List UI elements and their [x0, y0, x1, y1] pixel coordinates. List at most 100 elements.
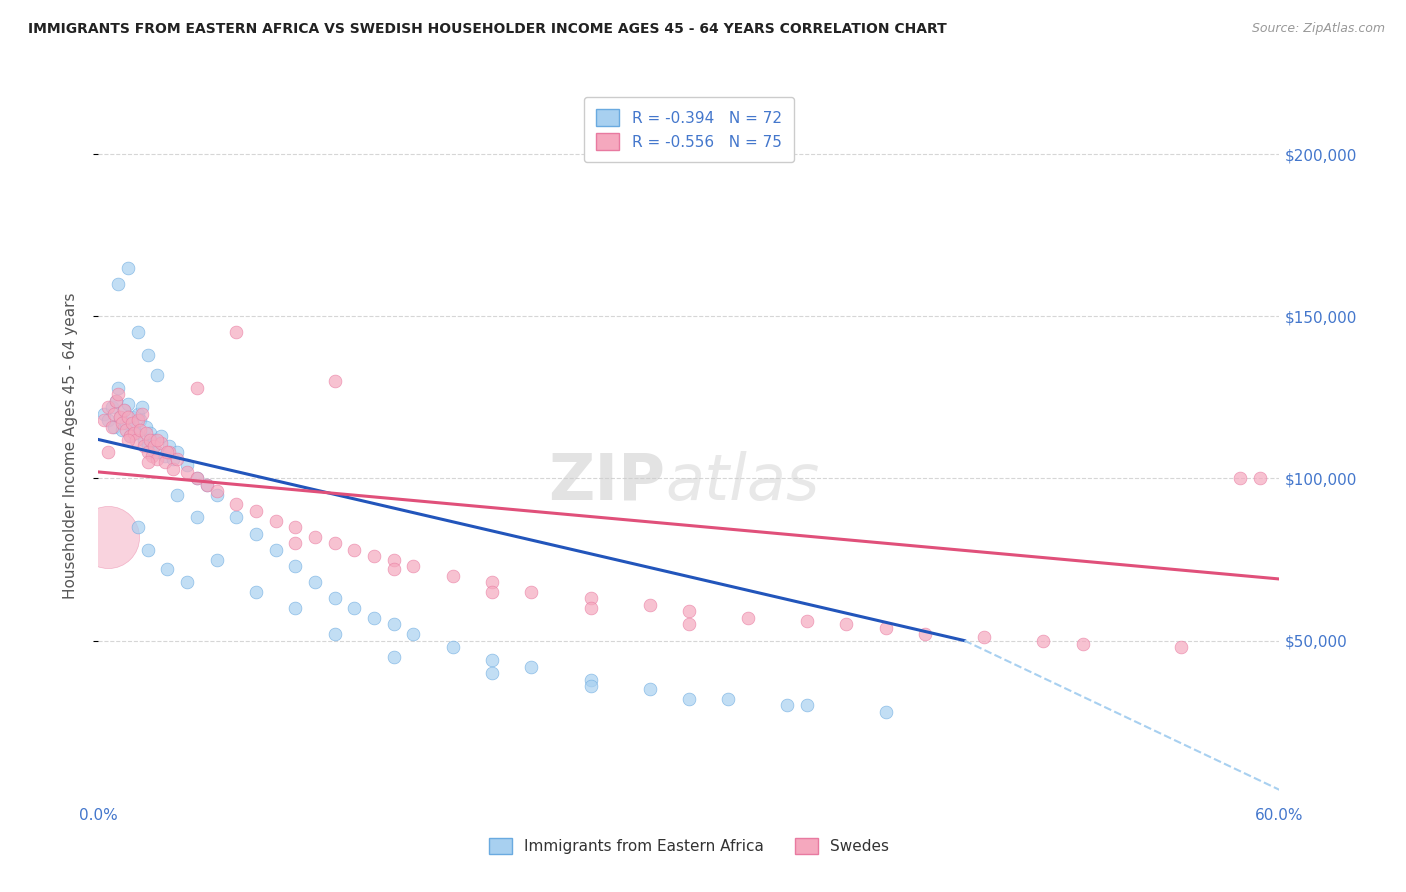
Point	[186, 471, 208, 485]
Point	[112, 403, 135, 417]
Point	[481, 585, 503, 599]
Point	[1032, 633, 1054, 648]
Point	[132, 433, 155, 447]
Point	[162, 452, 184, 467]
Point	[131, 407, 153, 421]
Point	[225, 497, 247, 511]
Point	[835, 617, 858, 632]
Point	[101, 400, 124, 414]
Point	[875, 621, 897, 635]
Point	[441, 640, 464, 654]
Point	[195, 478, 218, 492]
Point	[363, 611, 385, 625]
Point	[118, 429, 141, 443]
Point	[1071, 637, 1094, 651]
Point	[481, 575, 503, 590]
Point	[97, 413, 120, 427]
Point	[638, 682, 661, 697]
Point	[127, 326, 149, 340]
Point	[157, 445, 180, 459]
Point	[875, 705, 897, 719]
Point	[678, 604, 700, 618]
Point	[157, 439, 180, 453]
Point	[245, 585, 267, 599]
Point	[225, 326, 247, 340]
Point	[205, 488, 228, 502]
Point	[127, 413, 149, 427]
Point	[122, 419, 145, 434]
Point	[125, 433, 148, 447]
Point	[97, 400, 120, 414]
Point	[146, 452, 169, 467]
Point	[101, 419, 124, 434]
Point	[284, 536, 307, 550]
Point	[225, 510, 247, 524]
Text: Source: ZipAtlas.com: Source: ZipAtlas.com	[1251, 22, 1385, 36]
Point	[1229, 471, 1251, 485]
Point	[441, 568, 464, 582]
Point	[121, 409, 143, 424]
Legend: Immigrants from Eastern Africa, Swedes: Immigrants from Eastern Africa, Swedes	[477, 825, 901, 866]
Point	[117, 260, 139, 275]
Point	[150, 435, 173, 450]
Point	[382, 552, 405, 566]
Point	[141, 449, 163, 463]
Point	[678, 692, 700, 706]
Point	[105, 393, 128, 408]
Point	[156, 562, 179, 576]
Point	[128, 423, 150, 437]
Point	[520, 659, 543, 673]
Point	[108, 409, 131, 424]
Point	[205, 484, 228, 499]
Point	[111, 417, 134, 431]
Point	[481, 653, 503, 667]
Point	[107, 277, 129, 291]
Point	[132, 439, 155, 453]
Point	[115, 423, 138, 437]
Point	[796, 698, 818, 713]
Point	[973, 631, 995, 645]
Point	[135, 425, 157, 440]
Point	[97, 445, 120, 459]
Point	[284, 601, 307, 615]
Point	[138, 425, 160, 440]
Point	[136, 439, 159, 453]
Point	[245, 504, 267, 518]
Point	[103, 419, 125, 434]
Point	[112, 403, 135, 417]
Point	[323, 591, 346, 606]
Point	[579, 601, 602, 615]
Point	[737, 611, 759, 625]
Point	[107, 387, 129, 401]
Point	[127, 407, 149, 421]
Point	[136, 445, 159, 459]
Point	[264, 542, 287, 557]
Point	[186, 510, 208, 524]
Point	[135, 419, 157, 434]
Point	[128, 413, 150, 427]
Point	[579, 673, 602, 687]
Y-axis label: Householder Income Ages 45 - 64 years: Householder Income Ages 45 - 64 years	[63, 293, 77, 599]
Point	[520, 585, 543, 599]
Point	[382, 649, 405, 664]
Point	[117, 397, 139, 411]
Point	[323, 374, 346, 388]
Point	[155, 449, 177, 463]
Point	[481, 666, 503, 681]
Point	[93, 413, 115, 427]
Point	[1170, 640, 1192, 654]
Point	[176, 575, 198, 590]
Point	[141, 442, 163, 457]
Point	[186, 381, 208, 395]
Text: IMMIGRANTS FROM EASTERN AFRICA VS SWEDISH HOUSEHOLDER INCOME AGES 45 - 64 YEARS : IMMIGRANTS FROM EASTERN AFRICA VS SWEDIS…	[28, 22, 946, 37]
Point	[579, 679, 602, 693]
Point	[131, 400, 153, 414]
Point	[107, 381, 129, 395]
Point	[111, 423, 134, 437]
Point	[796, 614, 818, 628]
Point	[118, 429, 141, 443]
Text: ZIP: ZIP	[548, 450, 665, 513]
Point	[136, 542, 159, 557]
Point	[155, 455, 177, 469]
Point	[304, 530, 326, 544]
